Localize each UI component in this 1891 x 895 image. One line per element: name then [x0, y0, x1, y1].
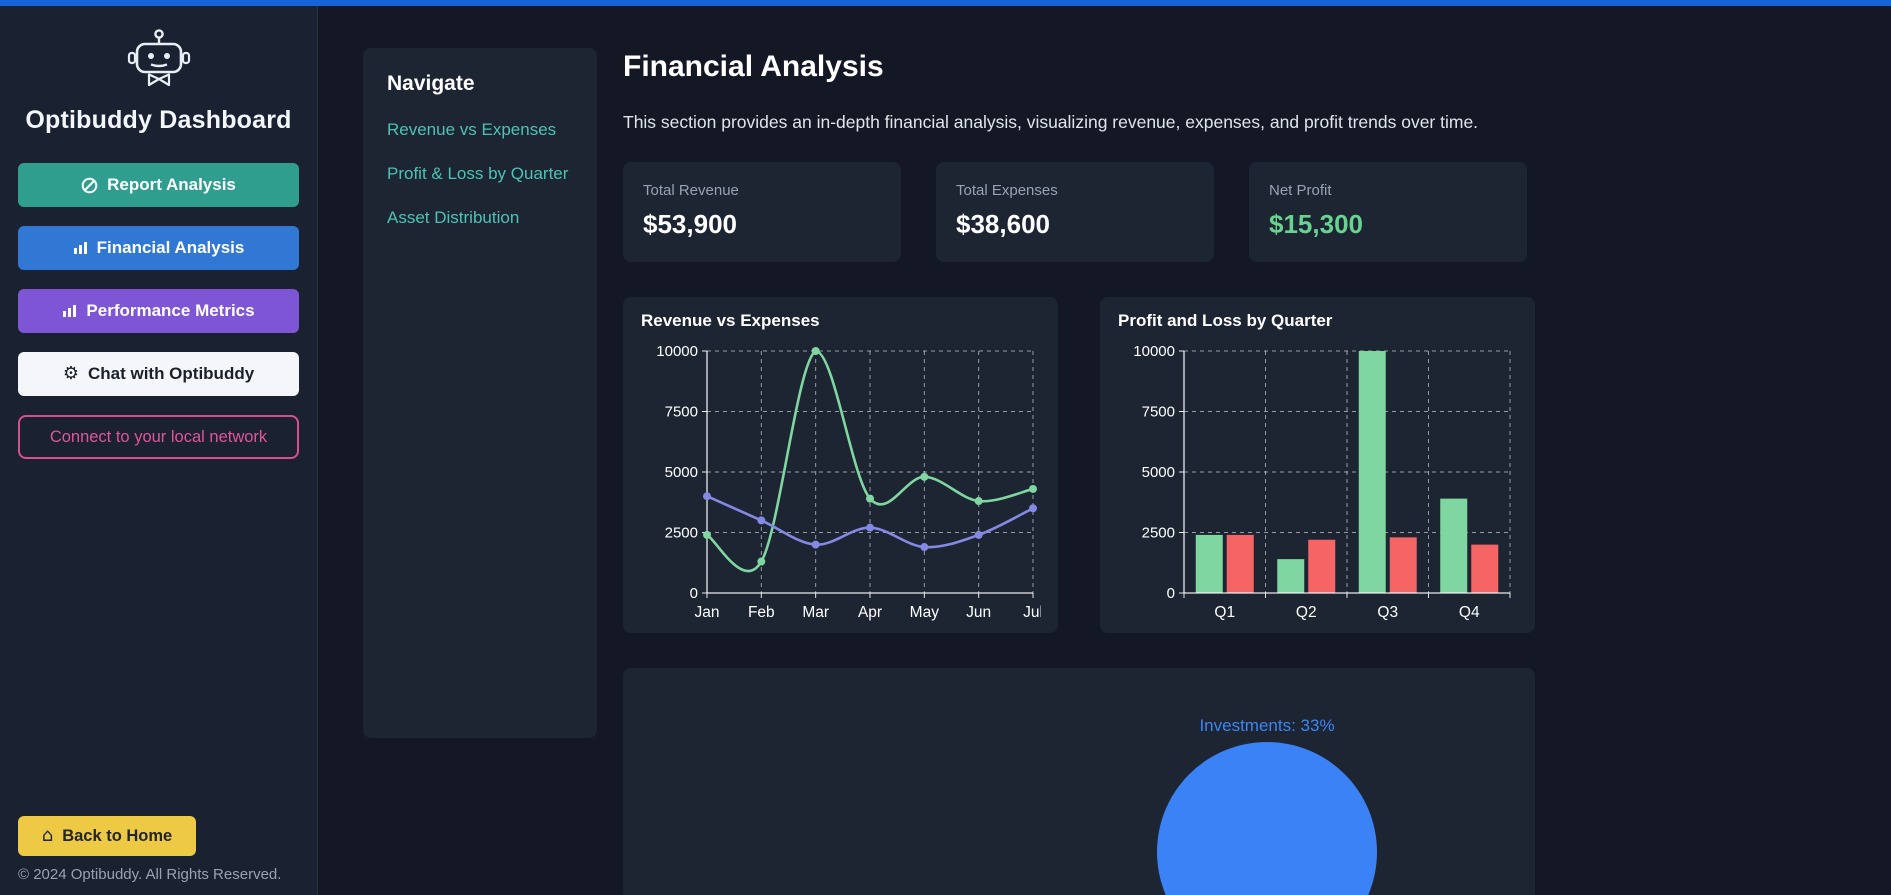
charts-row: Revenue vs Expenses 0 2500 5000 7500 10000 Ja… [623, 297, 1535, 633]
bar-chart-icon [62, 304, 77, 318]
svg-text:Q4: Q4 [1459, 604, 1480, 621]
svg-text:Apr: Apr [858, 604, 882, 621]
report-analysis-button[interactable]: Report Analysis [18, 163, 299, 207]
svg-text:10000: 10000 [1133, 343, 1175, 360]
revenue-expenses-chart-card: Revenue vs Expenses 0 2500 5000 7500 10000 Ja… [623, 297, 1058, 633]
sidebar: Optibuddy Dashboard Report Analysis [0, 6, 318, 895]
stat-card-net-profit: Net Profit $15,300 [1249, 162, 1527, 262]
stats-row: Total Revenue $53,900 Total Expenses $38… [623, 162, 1527, 262]
main-content: Financial Analysis This section provides… [623, 6, 1891, 895]
svg-text:10000: 10000 [656, 343, 698, 360]
svg-text:Q2: Q2 [1296, 604, 1317, 621]
svg-text:7500: 7500 [665, 404, 698, 421]
svg-text:Jan: Jan [695, 604, 720, 621]
svg-text:Q3: Q3 [1377, 604, 1398, 621]
button-label: Financial Analysis [96, 238, 245, 257]
stat-label: Total Revenue [643, 182, 739, 199]
report-icon [81, 177, 98, 194]
svg-text:Jul: Jul [1023, 604, 1041, 621]
nav-link-asset-distribution[interactable]: Asset Distribution [387, 208, 520, 227]
robot-logo-icon [18, 28, 299, 94]
button-label: Report Analysis [107, 175, 236, 194]
button-label: Back to Home [62, 826, 173, 845]
navigate-panel: Navigate Revenue vs Expenses Profit & Lo… [363, 48, 597, 738]
bar-chart-icon [73, 241, 88, 255]
svg-text:2500: 2500 [1142, 525, 1175, 542]
nav-link-profit-loss-quarter[interactable]: Profit & Loss by Quarter [387, 164, 569, 183]
page-title: Financial Analysis [623, 50, 884, 83]
navigate-title: Navigate [387, 72, 475, 95]
stat-label: Total Expenses [956, 182, 1058, 199]
chart-title: Profit and Loss by Quarter [1118, 311, 1333, 330]
stat-card-total-expenses: Total Expenses $38,600 [936, 162, 1214, 262]
performance-metrics-button[interactable]: Performance Metrics [18, 289, 299, 333]
profit-loss-bar-chart: 0 2500 5000 7500 10000 Q1 Q2 Q3 Q4 [1133, 343, 1511, 621]
svg-text:Q1: Q1 [1214, 604, 1235, 621]
stat-label: Net Profit [1269, 182, 1332, 199]
copyright-text: © 2024 Optibuddy. All Rights Reserved. [18, 866, 282, 883]
button-label: Performance Metrics [86, 301, 255, 320]
svg-text:Feb: Feb [748, 604, 775, 621]
stat-value: $15,300 [1269, 209, 1363, 239]
page-description: This section provides an in-depth financ… [623, 112, 1479, 132]
svg-text:0: 0 [690, 585, 698, 602]
asset-distribution-card: Investments: 33% [623, 668, 1535, 895]
button-label: Connect to your local network [49, 427, 268, 446]
profit-loss-chart-card: Profit and Loss by Quarter 0 2500 5000 7500… [1100, 297, 1535, 633]
back-to-home-button[interactable]: ⌂ Back to Home [18, 816, 196, 856]
app-title: Optibuddy Dashboard [25, 106, 292, 134]
top-accent-bar [0, 0, 1891, 6]
svg-text:2500: 2500 [665, 525, 698, 542]
svg-text:5000: 5000 [665, 464, 698, 481]
svg-text:0: 0 [1167, 585, 1175, 602]
button-label: Chat with Optibuddy [87, 364, 255, 383]
asset-distribution-pie-chart [1157, 742, 1377, 895]
svg-text:Jun: Jun [966, 604, 991, 621]
svg-text:7500: 7500 [1142, 404, 1175, 421]
financial-analysis-button[interactable]: Financial Analysis [18, 226, 299, 270]
stat-card-total-revenue: Total Revenue $53,900 [623, 162, 901, 262]
pie-slice-label: Investments: 33% [1199, 716, 1335, 735]
connect-local-network-button[interactable]: Connect to your local network [18, 415, 299, 459]
svg-text:Mar: Mar [802, 604, 829, 621]
sidebar-footer: ⌂ Back to Home © 2024 Optibuddy. All Rig… [18, 816, 299, 883]
svg-text:5000: 5000 [1142, 464, 1175, 481]
chat-with-optibuddy-button[interactable]: ⚙ Chat with Optibuddy [18, 352, 299, 396]
revenue-expenses-line-chart: 0 2500 5000 7500 10000 Jan Feb Mar Apr May Jun Jul [656, 343, 1043, 621]
svg-text:May: May [910, 604, 940, 621]
chart-title: Revenue vs Expenses [641, 311, 820, 330]
home-icon: ⌂ [41, 825, 54, 846]
stat-value: $53,900 [643, 209, 737, 239]
sidebar-button-group: Report Analysis Financial Analysis [18, 163, 299, 459]
stat-value: $38,600 [956, 209, 1050, 239]
nav-link-revenue-vs-expenses[interactable]: Revenue vs Expenses [387, 120, 557, 139]
gear-icon: ⚙ [62, 363, 79, 384]
